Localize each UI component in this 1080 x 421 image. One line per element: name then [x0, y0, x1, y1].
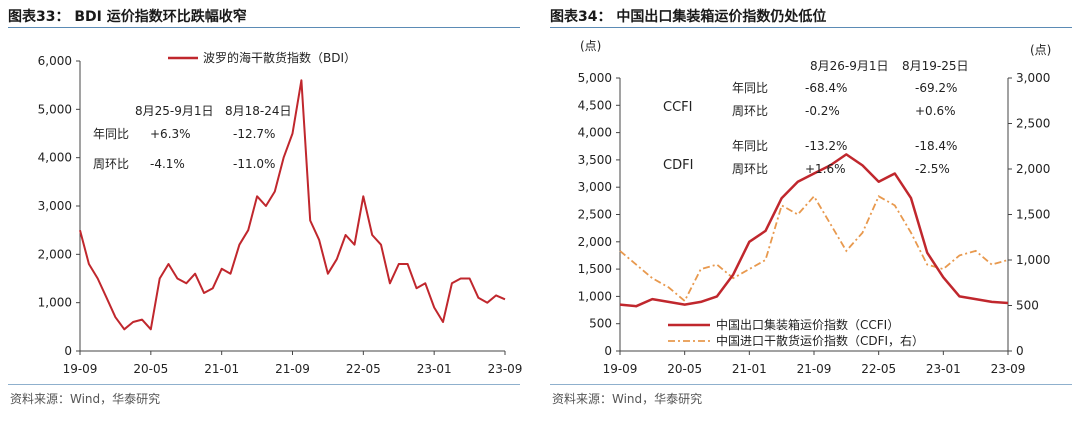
right-y-tick-label: 1,000 [1016, 253, 1050, 267]
anno-group-name: CCFI [663, 100, 692, 115]
legend-label-bdi: 波罗的海干散货指数（BDI） [203, 50, 356, 65]
right-y-tick-label: 1,500 [1016, 208, 1050, 222]
anno-value: +1.6% [805, 162, 846, 176]
right-title-rule [550, 27, 1072, 28]
x-tick-label: 21-09 [797, 362, 832, 376]
anno-row-label: 周环比 [93, 157, 129, 171]
x-tick-label: 23-01 [926, 362, 961, 376]
legend-label-ccfi: 中国出口集装箱运价指数（CCFI） [716, 317, 899, 332]
left-y-tick-label: 500 [589, 317, 612, 331]
anno-header-1: 8月25-9月1日 [135, 104, 214, 118]
anno-row-label: 年同比 [732, 139, 768, 153]
anno-value: -68.4% [805, 81, 847, 95]
x-tick-label: 21-01 [732, 362, 767, 376]
anno-value: -0.2% [805, 104, 840, 118]
anno-row-label: 年同比 [93, 127, 129, 141]
y-tick-label: 6,000 [38, 54, 72, 68]
left-y-tick-label: 1,500 [578, 262, 612, 276]
anno-value: -11.0% [233, 157, 275, 171]
y-tick-label: 3,000 [38, 199, 72, 213]
y-tick-label: 5,000 [38, 102, 72, 116]
left-y-tick-label: 4,500 [578, 98, 612, 112]
x-tick-label: 21-01 [204, 362, 239, 376]
left-y-tick-label: 2,000 [578, 235, 612, 249]
x-tick-label: 22-05 [861, 362, 896, 376]
left-title-rule [8, 27, 520, 28]
x-tick-label: 20-05 [667, 362, 702, 376]
left-source-rule [8, 384, 520, 385]
anno-value: -12.7% [233, 127, 275, 141]
left-source: 资料来源：Wind，华泰研究 [10, 392, 161, 406]
anno-row-label: 周环比 [732, 104, 768, 118]
right-unit-label: (点) [1030, 43, 1051, 57]
y-tick-label: 0 [64, 344, 72, 358]
ccfi-line [619, 153, 1009, 308]
right-source-rule [550, 384, 1072, 385]
left-unit-label: (点) [580, 39, 601, 53]
y-tick-label: 4,000 [38, 151, 72, 165]
anno-value: +0.6% [915, 104, 956, 118]
left-y-tick-label: 0 [604, 344, 612, 358]
x-tick-label: 20-05 [133, 362, 168, 376]
right-source: 资料来源：Wind，华泰研究 [552, 392, 703, 406]
bdi-line [79, 79, 506, 331]
x-tick-label: 23-01 [417, 362, 452, 376]
x-tick-label: 22-05 [346, 362, 381, 376]
x-tick-label: 23-09 [488, 362, 523, 376]
anno-group-name: CDFI [663, 158, 693, 173]
left-y-tick-label: 3,000 [578, 180, 612, 194]
anno-header-2: 8月18-24日 [225, 104, 292, 118]
left-y-tick-label: 5,000 [578, 71, 612, 85]
x-tick-label: 23-09 [991, 362, 1026, 376]
right-y-tick-label: 500 [1016, 299, 1039, 313]
anno-header-1: 8月26-9月1日 [810, 59, 889, 73]
left-y-tick-label: 3,500 [578, 153, 612, 167]
anno-row-label: 周环比 [732, 162, 768, 176]
right-y-tick-label: 2,500 [1016, 117, 1050, 131]
bdi-chart: 0 1,000 2,000 3,000 4,000 5,000 6,000 19-09 20-0… [38, 50, 523, 376]
left-y-tick-label: 1,000 [578, 289, 612, 303]
x-tick-label: 21-09 [275, 362, 310, 376]
right-y-tick-label: 0 [1016, 344, 1024, 358]
ccfi-cdfi-chart: (点) (点) 0 500 1,000 1,500 2,000 2,500 3,000 3,500… [578, 39, 1052, 376]
x-tick-label: 19-09 [63, 362, 98, 376]
anno-value: -18.4% [915, 139, 957, 153]
anno-value: -13.2% [805, 139, 847, 153]
anno-header-2: 8月19-25日 [902, 59, 969, 73]
anno-value: -2.5% [915, 162, 950, 176]
y-tick-label: 2,000 [38, 247, 72, 261]
anno-value: -4.1% [150, 157, 185, 171]
left-figure-title: 图表33： BDI 运价指数环比跌幅收窄 [8, 9, 247, 25]
right-figure-title: 图表34： 中国出口集装箱运价指数仍处低位 [550, 9, 827, 25]
left-y-tick-label: 2,500 [578, 208, 612, 222]
right-y-tick-label: 2,000 [1016, 162, 1050, 176]
y-tick-label: 1,000 [38, 296, 72, 310]
x-tick-label: 19-09 [603, 362, 638, 376]
left-y-tick-label: 4,000 [578, 126, 612, 140]
anno-value: +6.3% [150, 127, 191, 141]
anno-value: -69.2% [915, 81, 957, 95]
anno-row-label: 年同比 [732, 81, 768, 95]
right-y-tick-label: 3,000 [1016, 71, 1050, 85]
legend-label-cdfi: 中国进口干散货运价指数（CDFI，右） [716, 333, 924, 348]
